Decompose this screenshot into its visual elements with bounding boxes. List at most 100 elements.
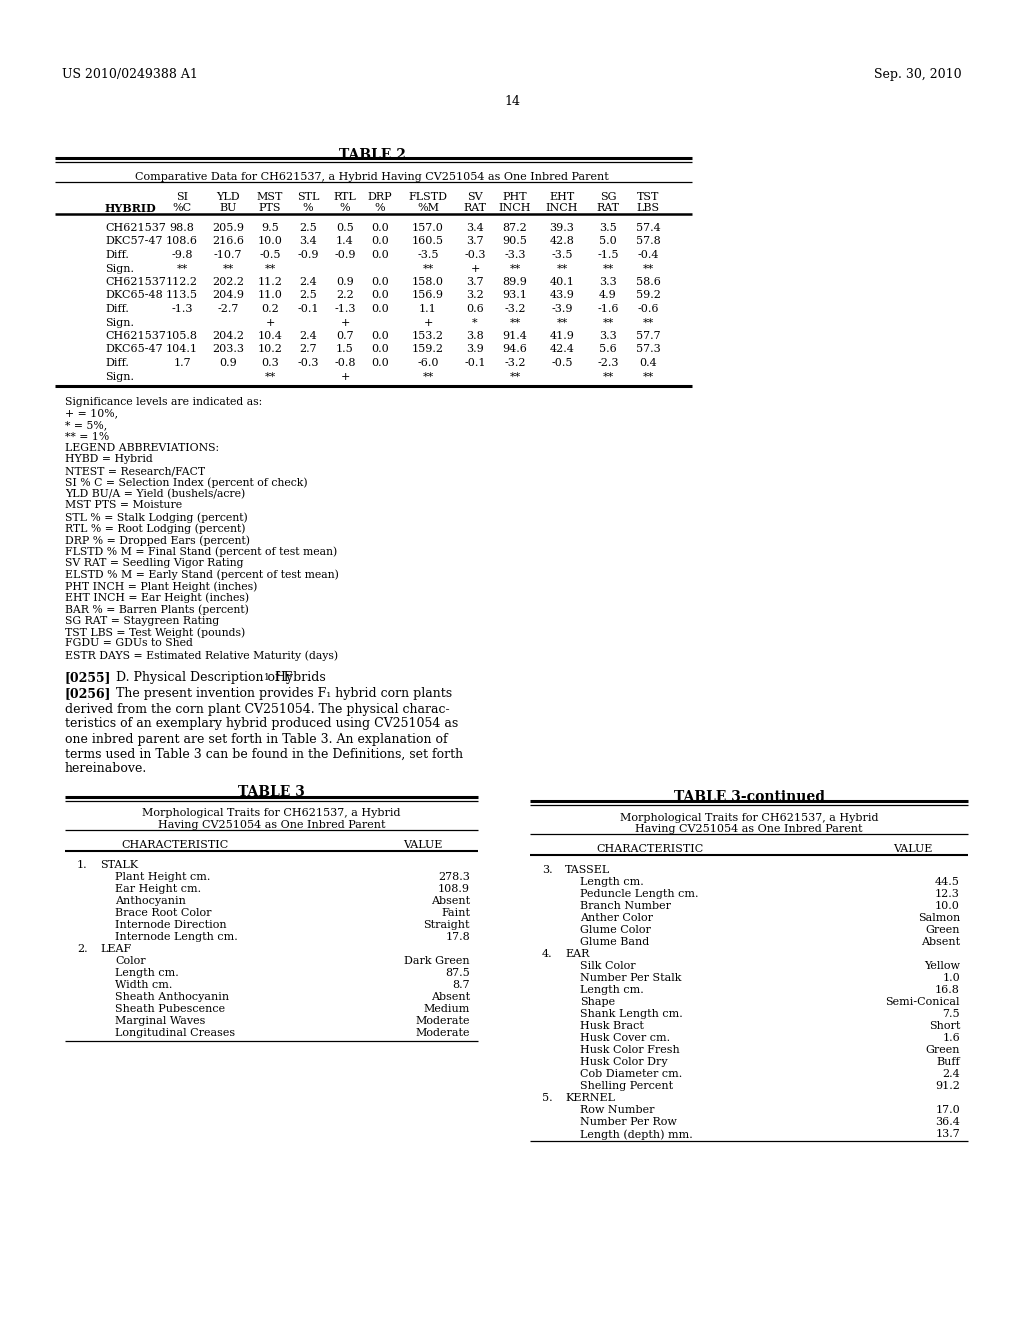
Text: Dark Green: Dark Green [404, 957, 470, 966]
Text: FGDU = GDUs to Shed: FGDU = GDUs to Shed [65, 639, 193, 648]
Text: Moderate: Moderate [416, 1028, 470, 1039]
Text: -1.3: -1.3 [171, 304, 193, 314]
Text: 3.5: 3.5 [599, 223, 616, 234]
Text: 43.9: 43.9 [550, 290, 574, 301]
Text: 113.5: 113.5 [166, 290, 198, 301]
Text: 0.0: 0.0 [371, 331, 389, 341]
Text: %C: %C [172, 203, 191, 213]
Text: 8.7: 8.7 [453, 981, 470, 990]
Text: **: ** [422, 371, 433, 381]
Text: Comparative Data for CH621537, a Hybrid Having CV251054 as One Inbred Parent: Comparative Data for CH621537, a Hybrid … [135, 172, 609, 182]
Text: 3.8: 3.8 [466, 331, 484, 341]
Text: Length (depth) mm.: Length (depth) mm. [580, 1129, 693, 1139]
Text: 2.: 2. [77, 945, 88, 954]
Text: 205.9: 205.9 [212, 223, 244, 234]
Text: **: ** [556, 318, 567, 327]
Text: -1.6: -1.6 [597, 304, 618, 314]
Text: CHARACTERISTIC: CHARACTERISTIC [122, 840, 228, 850]
Text: BU: BU [219, 203, 237, 213]
Text: 0.0: 0.0 [371, 345, 389, 355]
Text: CH621537: CH621537 [105, 277, 166, 286]
Text: 0.0: 0.0 [371, 249, 389, 260]
Text: 0.2: 0.2 [261, 304, 279, 314]
Text: CH621537: CH621537 [105, 331, 166, 341]
Text: INCH: INCH [546, 203, 579, 213]
Text: Yellow: Yellow [924, 961, 961, 972]
Text: **: ** [642, 371, 653, 381]
Text: 216.6: 216.6 [212, 236, 244, 247]
Text: 10.4: 10.4 [258, 331, 283, 341]
Text: 36.4: 36.4 [935, 1117, 961, 1127]
Text: TST LBS = Test Weight (pounds): TST LBS = Test Weight (pounds) [65, 627, 246, 638]
Text: 57.3: 57.3 [636, 345, 660, 355]
Text: **: ** [176, 264, 187, 273]
Text: SG RAT = Staygreen Rating: SG RAT = Staygreen Rating [65, 615, 219, 626]
Text: Faint: Faint [441, 908, 470, 919]
Text: 2.5: 2.5 [299, 223, 316, 234]
Text: 0.6: 0.6 [466, 304, 484, 314]
Text: -1.3: -1.3 [334, 304, 355, 314]
Text: 1.5: 1.5 [336, 345, 354, 355]
Text: 42.8: 42.8 [550, 236, 574, 247]
Text: -3.2: -3.2 [504, 358, 525, 368]
Text: CHARACTERISTIC: CHARACTERISTIC [596, 843, 703, 854]
Text: TST: TST [637, 191, 659, 202]
Text: 0.4: 0.4 [639, 358, 656, 368]
Text: TASSEL: TASSEL [565, 865, 610, 875]
Text: 91.4: 91.4 [503, 331, 527, 341]
Text: 2.2: 2.2 [336, 290, 354, 301]
Text: Internode Length cm.: Internode Length cm. [115, 932, 238, 942]
Text: TABLE 3: TABLE 3 [238, 785, 305, 800]
Text: STL: STL [297, 191, 319, 202]
Text: 1.4: 1.4 [336, 236, 354, 247]
Text: DKC57-47: DKC57-47 [105, 236, 163, 247]
Text: 105.8: 105.8 [166, 331, 198, 341]
Text: +: + [340, 318, 349, 327]
Text: **: ** [642, 264, 653, 273]
Text: 89.9: 89.9 [503, 277, 527, 286]
Text: 0.7: 0.7 [336, 331, 354, 341]
Text: 1.7: 1.7 [173, 358, 190, 368]
Text: %: % [375, 203, 385, 213]
Text: 41.9: 41.9 [550, 331, 574, 341]
Text: DKC65-47: DKC65-47 [105, 345, 163, 355]
Text: -0.3: -0.3 [464, 249, 485, 260]
Text: 0.0: 0.0 [371, 290, 389, 301]
Text: Ear Height cm.: Ear Height cm. [115, 884, 201, 895]
Text: DRP: DRP [368, 191, 392, 202]
Text: Length cm.: Length cm. [580, 985, 644, 995]
Text: 12.3: 12.3 [935, 888, 961, 899]
Text: BAR % = Barren Plants (percent): BAR % = Barren Plants (percent) [65, 605, 249, 615]
Text: 2.7: 2.7 [299, 345, 316, 355]
Text: HYBD = Hybrid: HYBD = Hybrid [65, 454, 153, 465]
Text: -0.1: -0.1 [297, 304, 318, 314]
Text: -0.5: -0.5 [551, 358, 572, 368]
Text: SI: SI [176, 191, 188, 202]
Text: Internode Direction: Internode Direction [115, 920, 226, 931]
Text: Number Per Row: Number Per Row [580, 1117, 677, 1127]
Text: RAT: RAT [464, 203, 486, 213]
Text: -0.3: -0.3 [297, 358, 318, 368]
Text: 11.0: 11.0 [258, 290, 283, 301]
Text: Significance levels are indicated as:: Significance levels are indicated as: [65, 397, 262, 407]
Text: -0.9: -0.9 [334, 249, 355, 260]
Text: Hybrids: Hybrids [271, 672, 326, 685]
Text: Husk Cover cm.: Husk Cover cm. [580, 1034, 670, 1043]
Text: LEAF: LEAF [100, 945, 131, 954]
Text: -0.9: -0.9 [297, 249, 318, 260]
Text: PHT INCH = Plant Height (inches): PHT INCH = Plant Height (inches) [65, 581, 257, 591]
Text: 0.0: 0.0 [371, 223, 389, 234]
Text: **: ** [642, 318, 653, 327]
Text: %: % [303, 203, 313, 213]
Text: Diff.: Diff. [105, 358, 129, 368]
Text: **: ** [602, 318, 613, 327]
Text: 59.2: 59.2 [636, 290, 660, 301]
Text: 3.3: 3.3 [599, 277, 616, 286]
Text: 4.9: 4.9 [599, 290, 616, 301]
Text: Silk Color: Silk Color [580, 961, 636, 972]
Text: 4.: 4. [542, 949, 553, 960]
Text: 5.: 5. [542, 1093, 553, 1104]
Text: 1.: 1. [77, 861, 88, 870]
Text: -3.5: -3.5 [551, 249, 572, 260]
Text: 10.0: 10.0 [935, 902, 961, 911]
